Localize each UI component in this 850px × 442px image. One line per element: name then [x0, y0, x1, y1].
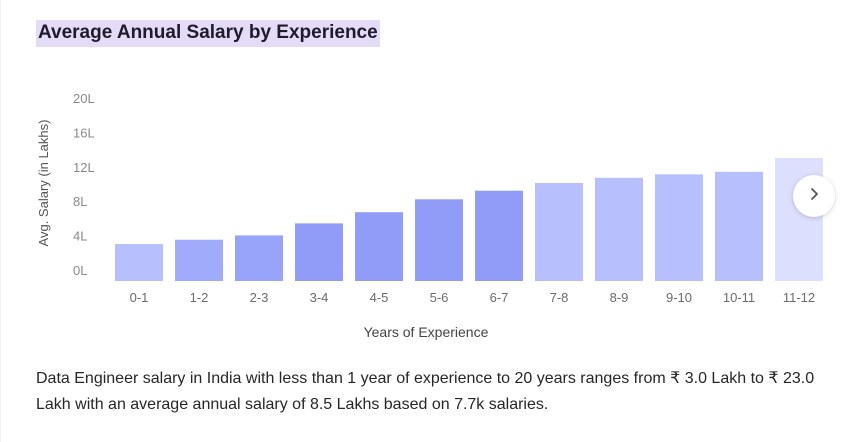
chevron-right-icon	[807, 187, 821, 206]
x-tick-label: 2-3	[250, 290, 269, 305]
chart-title: Average Annual Salary by Experience	[36, 20, 380, 47]
bar-2-3[interactable]	[235, 235, 283, 281]
x-tick-label: 7-8	[550, 290, 569, 305]
y-tick-label: 4L	[73, 229, 87, 244]
y-axis-ticks: 0L 4L 8L 12L 16L 20L	[73, 91, 95, 278]
y-tick-label: 8L	[73, 194, 87, 209]
y-tick-label: 0L	[73, 263, 87, 278]
bar-8-9[interactable]	[595, 177, 643, 281]
x-tick-label: 5-6	[430, 290, 449, 305]
bar-9-10[interactable]	[655, 174, 703, 281]
bar-7-8[interactable]	[535, 182, 583, 281]
x-tick-label: 11-12	[783, 290, 815, 305]
bar-5-6[interactable]	[415, 199, 463, 281]
y-axis-label: Avg. Salary (in Lakhs)	[36, 120, 51, 247]
x-tick-label: 3-4	[310, 290, 329, 305]
next-button[interactable]	[793, 175, 835, 217]
x-tick-label: 6-7	[490, 290, 509, 305]
y-tick-label: 20L	[73, 91, 95, 106]
x-tick-label: 0-1	[130, 290, 149, 305]
x-axis-ticks: 0-1 1-2 2-3 3-4 4-5 5-6 6-7 7-8 8-9 9-10 10-11 11-1…	[130, 290, 816, 305]
x-axis-label: Years of Experience	[364, 324, 489, 340]
y-tick-label: 12L	[73, 160, 95, 175]
bar-1-2[interactable]	[175, 239, 223, 281]
x-tick-label: 4-5	[370, 290, 389, 305]
bars	[115, 158, 823, 281]
x-tick-label: 9-10	[666, 290, 692, 305]
x-tick-label: 8-9	[610, 290, 629, 305]
bar-0-1[interactable]	[115, 244, 163, 281]
y-tick-label: 16L	[73, 125, 95, 140]
salary-bar-chart: 0L 4L 8L 12L 16L 20L 0-1 1-2 2-3 3-4 4-5 5-6 6-7 7-8…	[36, 91, 823, 340]
x-tick-label: 10-11	[723, 290, 755, 305]
bar-3-4[interactable]	[295, 223, 343, 281]
x-tick-label: 1-2	[190, 290, 209, 305]
bar-4-5[interactable]	[355, 212, 403, 281]
bar-10-11[interactable]	[715, 171, 763, 281]
bar-6-7[interactable]	[475, 190, 523, 281]
salary-description: Data Engineer salary in India with less …	[36, 370, 815, 413]
